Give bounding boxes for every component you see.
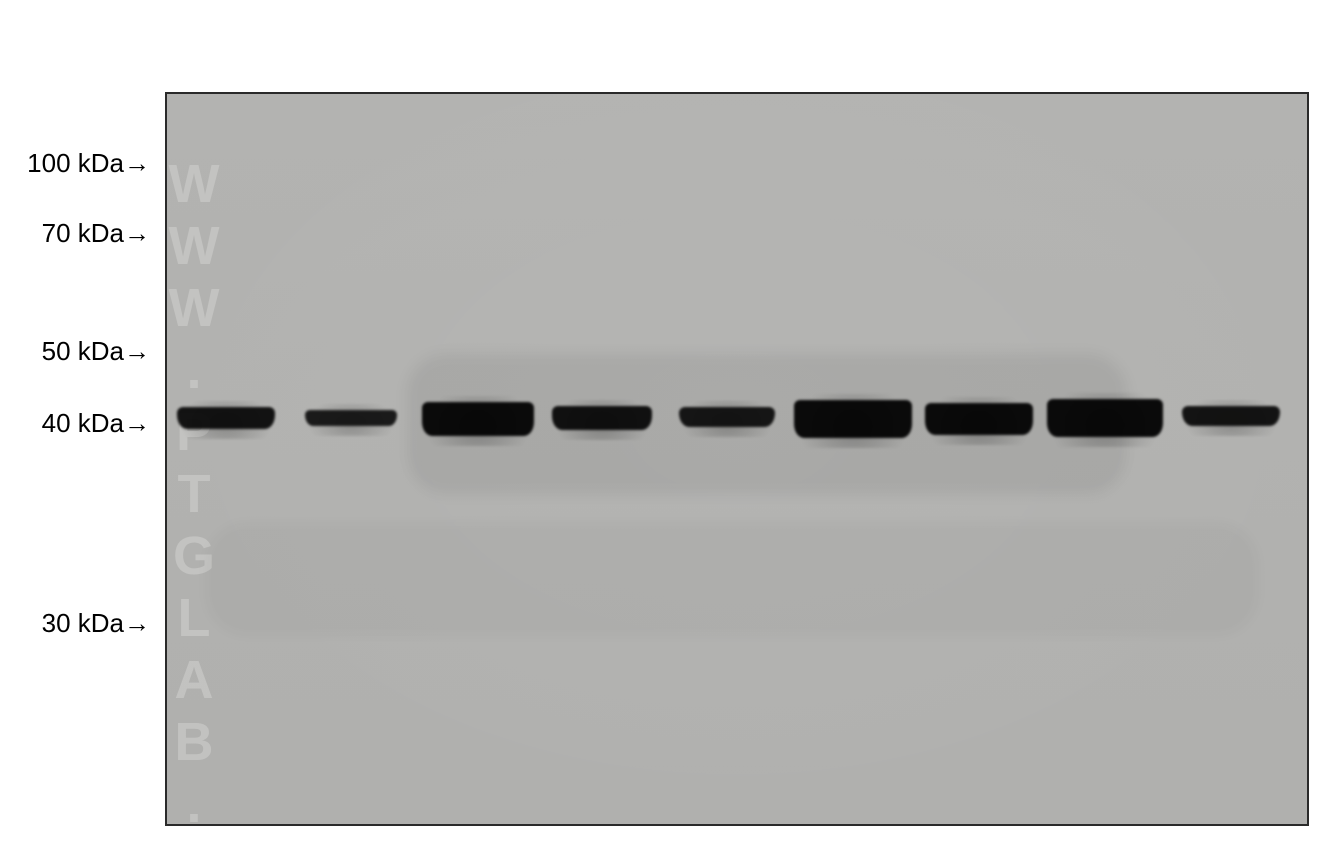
band-lane-2 [305, 410, 397, 426]
band-lane-7 [925, 403, 1033, 435]
mw-label-100: 100 kDa→ [0, 148, 150, 179]
bands-layer [167, 94, 1307, 824]
band-lane-8 [1047, 399, 1163, 437]
band-lane-4 [552, 406, 652, 430]
band-lane-6 [794, 400, 912, 438]
mw-label-50: 50 kDa→ [0, 336, 150, 367]
lane-labels: A549 MCF-7 HeLa HEK-293 HepG2 Jurkat K-5… [0, 0, 1340, 90]
band-lane-1 [177, 407, 275, 429]
mw-label-40: 40 kDa→ [0, 408, 150, 439]
band-lane-5 [679, 407, 775, 427]
mw-label-70: 70 kDa→ [0, 218, 150, 249]
band-lane-9 [1182, 406, 1280, 426]
band-lane-3 [422, 402, 534, 436]
figure-container: A549 MCF-7 HeLa HEK-293 HepG2 Jurkat K-5… [0, 0, 1340, 850]
mw-label-30: 30 kDa→ [0, 608, 150, 639]
blot-membrane: WWW.PTGLAB.COM [165, 92, 1309, 826]
mw-labels: 100 kDa→ 70 kDa→ 50 kDa→ 40 kDa→ 30 kDa→ [0, 0, 160, 850]
